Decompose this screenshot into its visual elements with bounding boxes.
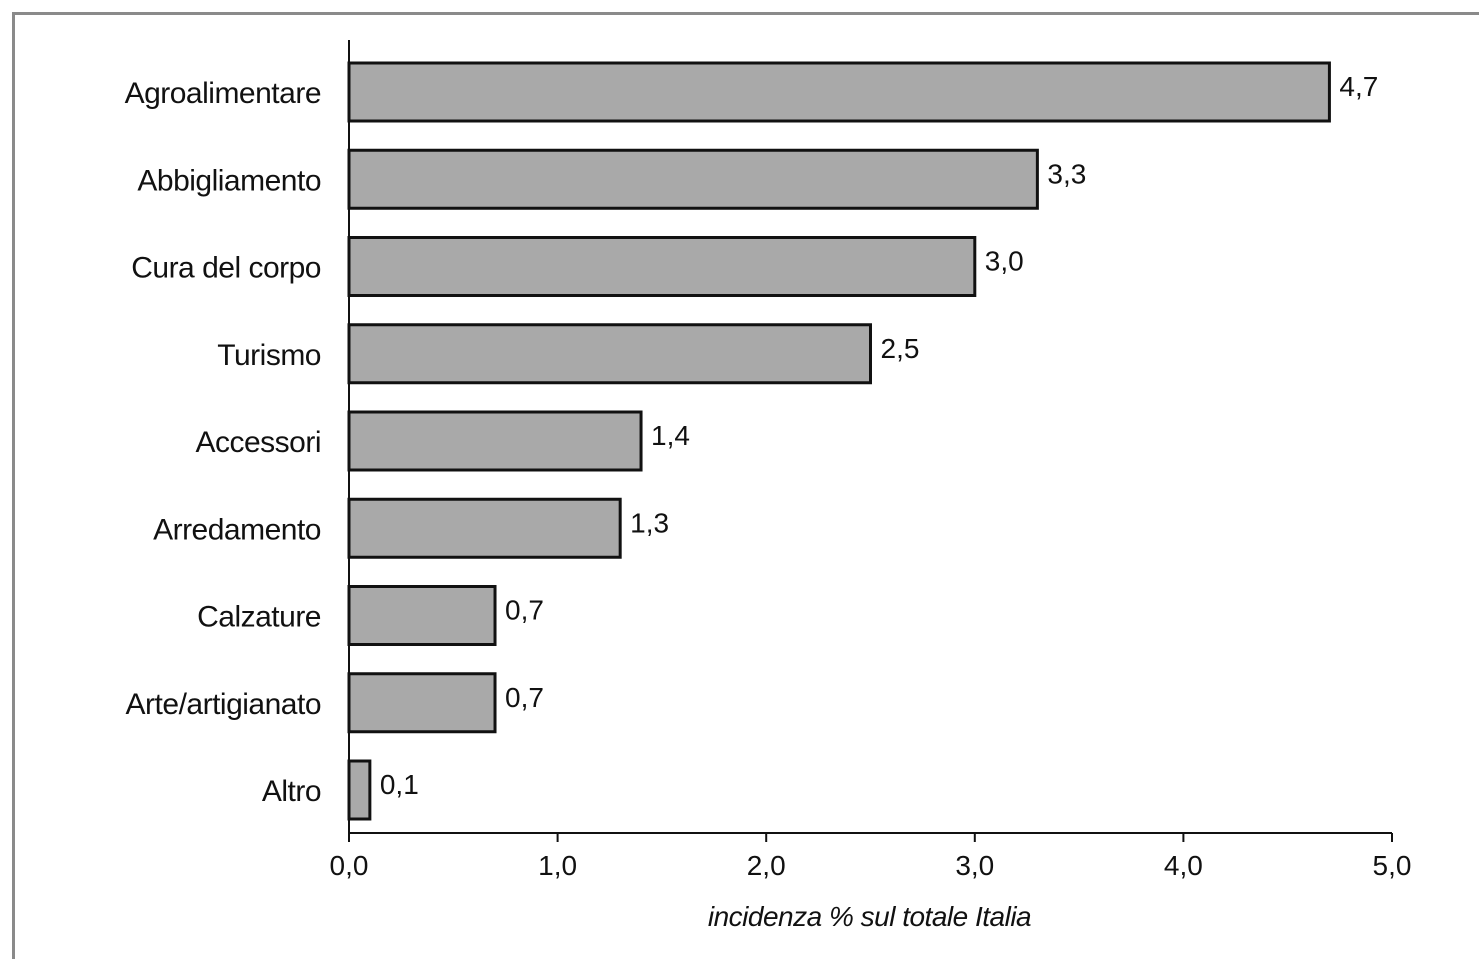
value-label-4: 1,4 [651,420,690,451]
bar-1 [347,148,1039,210]
category-label-3: Turismo [217,339,321,372]
category-label-1: Abbigliamento [137,164,321,197]
category-label-6: Calzature [197,601,321,634]
bar-3 [347,323,872,385]
category-label-7: Arte/artigianato [126,688,321,721]
bar-4 [347,410,643,472]
x-axis-ticks: 0,0 1,0 2,0 3,0 4,0 5,0 [330,833,1412,881]
category-label-0: Agroalimentare [125,77,321,110]
bar-5 [347,497,622,559]
x-tick-label-0: 0,0 [330,850,369,881]
x-tick-label-5: 5,0 [1373,850,1412,881]
x-tick-label-4: 4,0 [1164,850,1203,881]
category-labels: Agroalimentare Abbigliamento Cura del corp… [125,77,322,808]
bar-6 [347,585,497,646]
x-axis-title: incidenza % sul totale Italia [708,901,1031,932]
category-label-5: Arredamento [153,513,321,546]
value-label-8: 0,1 [380,769,419,800]
bars-group [347,61,1331,821]
value-label-6: 0,7 [505,595,544,626]
bar-2 [347,236,977,297]
value-label-1: 3,3 [1047,158,1086,189]
value-label-5: 1,3 [630,507,669,538]
x-tick-label-2: 2,0 [747,850,786,881]
bar-7 [347,672,497,734]
bar-0 [347,61,1331,123]
bar-8 [347,759,372,821]
value-labels: 4,7 3,3 3,0 2,5 1,4 1,3 0,7 0,7 0,1 [380,71,1378,800]
value-label-7: 0,7 [505,682,544,713]
category-label-2: Cura del corpo [131,252,321,285]
value-label-3: 2,5 [881,333,920,364]
x-tick-label-1: 1,0 [538,850,577,881]
value-label-0: 4,7 [1339,71,1378,102]
category-label-8: Altro [262,775,321,808]
category-label-4: Accessori [195,426,321,459]
value-label-2: 3,0 [985,246,1024,277]
x-tick-label-3: 3,0 [955,850,994,881]
